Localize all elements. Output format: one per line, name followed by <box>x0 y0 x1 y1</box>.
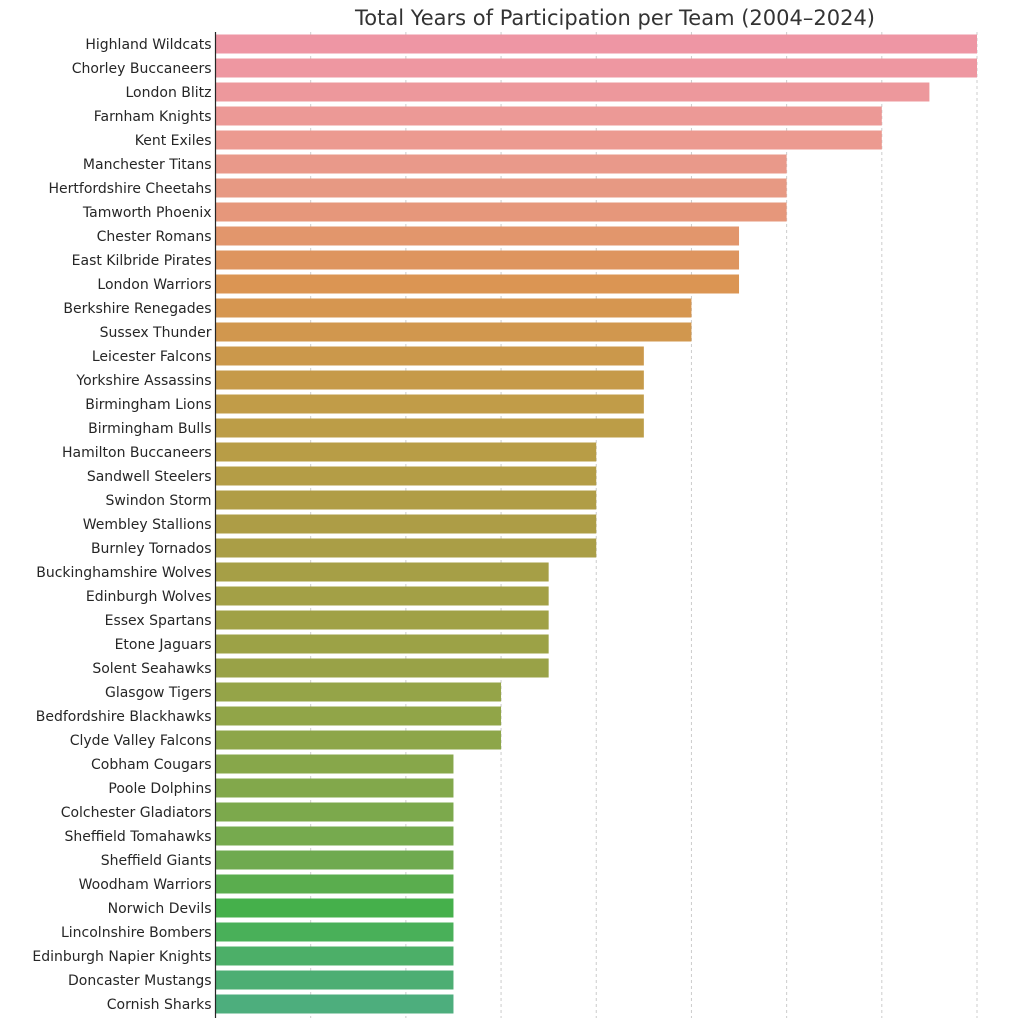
bar <box>215 826 454 846</box>
category-label: Chester Romans <box>97 229 212 245</box>
category-label: Sussex Thunder <box>100 325 212 341</box>
bar <box>215 970 454 990</box>
category-label: Birmingham Bulls <box>88 421 211 437</box>
bar <box>215 34 977 54</box>
category-label: Cornish Sharks <box>107 997 212 1013</box>
bar <box>215 394 644 414</box>
bar <box>215 634 549 654</box>
category-label: Birmingham Lions <box>85 397 211 413</box>
category-label: Edinburgh Napier Knights <box>32 949 211 965</box>
bar <box>215 946 454 966</box>
bar <box>215 562 549 582</box>
bar <box>215 994 454 1014</box>
bar <box>215 874 454 894</box>
category-label: Sheffield Tomahawks <box>64 829 211 845</box>
bar <box>215 250 740 270</box>
category-label: Swindon Storm <box>106 493 212 509</box>
bars <box>215 34 977 1014</box>
category-label: East Kilbride Pirates <box>72 253 212 269</box>
category-label: Berkshire Renegades <box>63 301 211 317</box>
category-label: Leicester Falcons <box>92 349 212 365</box>
bar <box>215 466 597 486</box>
category-label: Sheffield Giants <box>101 853 212 869</box>
category-label: Buckinghamshire Wolves <box>36 565 211 581</box>
bar <box>215 442 597 462</box>
bar <box>215 898 454 918</box>
category-label: Etone Jaguars <box>115 637 212 653</box>
category-label: Hertfordshire Cheetahs <box>49 181 212 197</box>
category-label: Hamilton Buccaneers <box>62 445 212 461</box>
category-label: Sandwell Steelers <box>87 469 212 485</box>
category-label: Chorley Buccaneers <box>72 61 212 77</box>
category-label: Solent Seahawks <box>92 661 211 677</box>
bar <box>215 82 930 102</box>
category-label: London Warriors <box>97 277 211 293</box>
bar <box>215 850 454 870</box>
bar <box>215 178 787 198</box>
category-label: Clyde Valley Falcons <box>70 733 212 749</box>
bar <box>215 610 549 630</box>
category-label: Farnham Knights <box>94 109 212 125</box>
category-label: Manchester Titans <box>83 157 212 173</box>
bar <box>215 346 644 366</box>
bar <box>215 922 454 942</box>
bar <box>215 418 644 438</box>
category-label: Bedfordshire Blackhawks <box>36 709 212 725</box>
bar <box>215 202 787 222</box>
bar <box>215 274 740 294</box>
category-label: Yorkshire Assassins <box>75 373 211 389</box>
bar <box>215 802 454 822</box>
bar <box>215 514 597 534</box>
category-label: Edinburgh Wolves <box>86 589 212 605</box>
category-label: Colchester Gladiators <box>61 805 212 821</box>
bar <box>215 754 454 774</box>
bar <box>215 322 692 342</box>
category-labels: Highland Wildcats Chorley Buccaneers Londo… <box>32 37 211 1013</box>
bar <box>215 730 502 750</box>
bar <box>215 106 882 126</box>
bar <box>215 154 787 174</box>
bar <box>215 778 454 798</box>
category-label: Cobham Cougars <box>91 757 212 773</box>
category-label: Glasgow Tigers <box>105 685 212 701</box>
category-label: Lincolnshire Bombers <box>61 925 212 941</box>
bar <box>215 682 502 702</box>
category-label: Kent Exiles <box>135 133 212 149</box>
category-label: Doncaster Mustangs <box>68 973 211 989</box>
bar <box>215 226 740 246</box>
category-label: Poole Dolphins <box>108 781 211 797</box>
bar <box>215 706 502 726</box>
bar <box>215 58 977 78</box>
bar <box>215 130 882 150</box>
category-label: Burnley Tornados <box>91 541 212 557</box>
bar <box>215 538 597 558</box>
chart-title: Total Years of Participation per Team (2… <box>354 6 875 30</box>
category-label: Norwich Devils <box>108 901 212 917</box>
bar <box>215 370 644 390</box>
category-label: Essex Spartans <box>105 613 212 629</box>
category-label: Tamworth Phoenix <box>82 205 212 221</box>
bar <box>215 586 549 606</box>
category-label: Highland Wildcats <box>85 37 211 53</box>
category-label: Woodham Warriors <box>79 877 212 893</box>
bar <box>215 658 549 678</box>
bar <box>215 490 597 510</box>
category-label: London Blitz <box>126 85 212 101</box>
category-label: Wembley Stallions <box>83 517 212 533</box>
bar <box>215 298 692 318</box>
